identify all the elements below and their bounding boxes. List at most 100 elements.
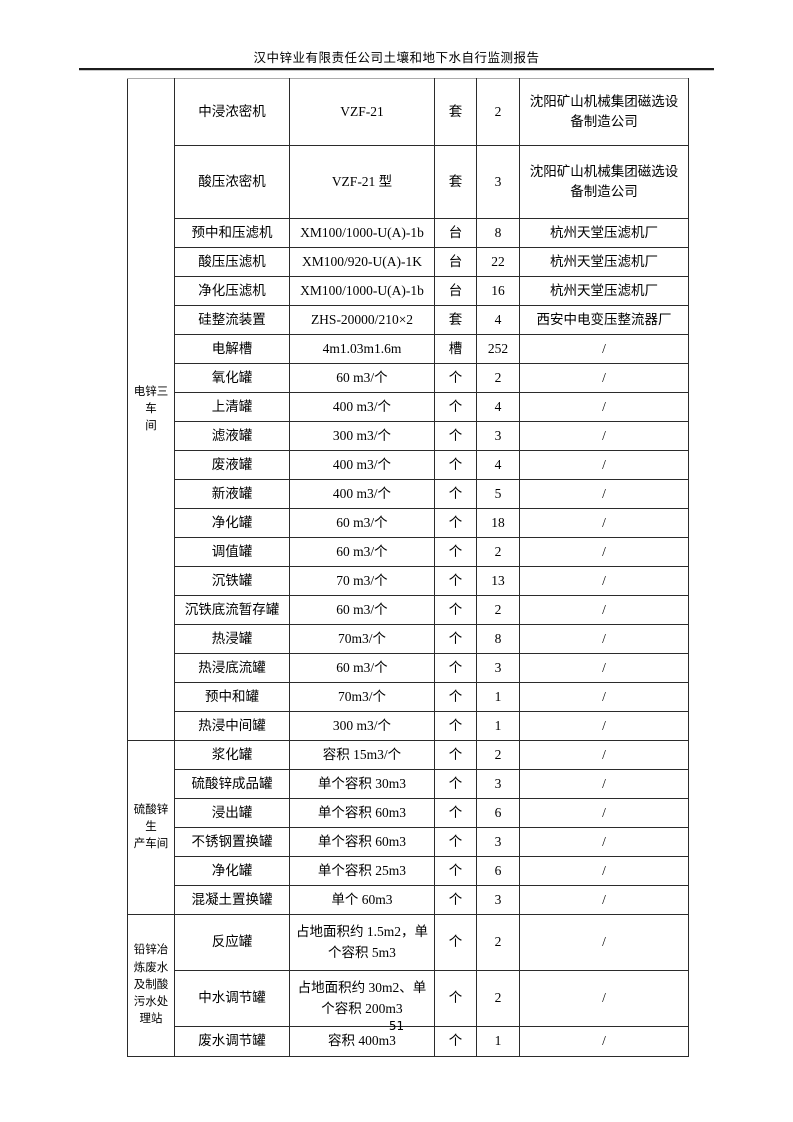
equipment-table-body: 电锌三车间中浸浓密机 VZF-21 套 2 沈阳矿山机械集团磁选设备制造公司 酸压浓密机 V… (127, 78, 689, 1057)
spec-model-cell: 占地面积约 1.5m2，单个容积 5m3 (289, 914, 435, 971)
spec-model-cell: 占地面积约 30m2、单个容积 200m3 (289, 970, 435, 1027)
manufacturer-cell: / (519, 566, 689, 596)
manufacturer-cell: 西安中电变压整流器厂 (519, 305, 689, 335)
spec-model-cell: 60 m3/个 (289, 537, 435, 567)
equipment-name-cell: 酸压浓密机 (174, 145, 290, 219)
quantity-cell: 8 (476, 218, 520, 248)
equipment-name-cell: 电解槽 (174, 334, 290, 364)
spec-model-cell: XM100/920-U(A)-1K (289, 247, 435, 277)
equipment-name-cell: 滤液罐 (174, 421, 290, 451)
quantity-cell: 4 (476, 392, 520, 422)
quantity-cell: 252 (476, 334, 520, 364)
unit-cell: 个 (434, 537, 477, 567)
equipment-name-cell: 热浸底流罐 (174, 653, 290, 683)
equipment-name-cell: 浸出罐 (174, 798, 290, 828)
manufacturer-cell: / (519, 682, 689, 712)
spec-model-cell: 70m3/个 (289, 682, 435, 712)
equipment-row: 硅整流装置 ZHS-20000/210×2 套 4 西安中电变压整流器厂 (128, 305, 689, 335)
equipment-row: 废液罐 400 m3/个个 4/ (128, 450, 689, 480)
equipment-row: 电锌三车间中浸浓密机 VZF-21 套 2 沈阳矿山机械集团磁选设备制造公司 (127, 78, 689, 741)
unit-cell: 套 (434, 145, 477, 219)
equipment-name-cell: 不锈钢置换罐 (174, 827, 290, 857)
manufacturer-cell: / (519, 595, 689, 625)
unit-cell: 个 (434, 798, 477, 828)
equipment-row: 混凝土置换罐 单个 60m3 个 3/ (128, 885, 689, 915)
spec-model-cell: 70m3/个 (289, 624, 435, 654)
equipment-row: 滤液罐 300 m3/个个 3/ (128, 421, 689, 451)
manufacturer-cell: / (519, 479, 689, 509)
quantity-cell: 3 (476, 885, 520, 915)
spec-model-cell: 400 m3/个 (289, 450, 435, 480)
unit-cell: 个 (434, 595, 477, 625)
quantity-cell: 2 (476, 537, 520, 567)
quantity-cell: 2 (476, 914, 520, 971)
equipment-name-cell: 预中和罐 (174, 682, 290, 712)
header-rule (79, 68, 714, 71)
equipment-row: 净化罐 单个容积 25m3 个 6/ (128, 856, 689, 886)
manufacturer-cell: / (519, 856, 689, 886)
workshop-category-cell: 电锌三车间 (127, 78, 175, 741)
equipment-name-cell: 净化罐 (174, 508, 290, 538)
equipment-name-cell: 沉铁罐 (174, 566, 290, 596)
equipment-row: 上清罐 400 m3/个个 4/ (128, 392, 689, 422)
equipment-row: 预中和压滤机 XM100/1000-U(A)-1b 台 8 杭州天堂压滤机厂 (128, 218, 689, 248)
quantity-cell: 2 (476, 363, 520, 393)
manufacturer-cell: / (519, 769, 689, 799)
equipment-row: 净化压滤机 XM100/1000-U(A)-1b 台 16 杭州天堂压滤机厂 (128, 276, 689, 306)
equipment-name-cell: 氧化罐 (174, 363, 290, 393)
manufacturer-cell: / (519, 334, 689, 364)
unit-cell: 个 (434, 566, 477, 596)
spec-model-cell: XM100/1000-U(A)-1b (289, 276, 435, 306)
manufacturer-cell: / (519, 827, 689, 857)
manufacturer-cell: / (519, 392, 689, 422)
quantity-cell: 3 (476, 827, 520, 857)
equipment-name-cell: 预中和压滤机 (174, 218, 290, 248)
equipment-row: 酸压压滤机 XM100/920-U(A)-1K 台 22 杭州天堂压滤机厂 (128, 247, 689, 277)
equipment-name-cell: 上清罐 (174, 392, 290, 422)
quantity-cell: 16 (476, 276, 520, 306)
manufacturer-cell: / (519, 653, 689, 683)
spec-model-cell: VZF-21 (289, 78, 435, 146)
spec-model-cell: 4m1.03m1.6m (289, 334, 435, 364)
unit-cell: 套 (434, 305, 477, 335)
quantity-cell: 13 (476, 566, 520, 596)
equipment-name-cell: 中水调节罐 (174, 970, 290, 1027)
unit-cell: 套 (434, 78, 477, 146)
manufacturer-cell: 杭州天堂压滤机厂 (519, 218, 689, 248)
equipment-table: 电锌三车间中浸浓密机 VZF-21 套 2 沈阳矿山机械集团磁选设备制造公司 酸压浓密机 V… (127, 78, 689, 1057)
equipment-row: 预中和罐 70m3/个个 1/ (128, 682, 689, 712)
unit-cell: 槽 (434, 334, 477, 364)
spec-model-cell: VZF-21 型 (289, 145, 435, 219)
equipment-name-cell: 调值罐 (174, 537, 290, 567)
spec-model-cell: 单个容积 60m3 (289, 798, 435, 828)
unit-cell: 个 (434, 769, 477, 799)
quantity-cell: 2 (476, 740, 520, 770)
spec-model-cell: 300 m3/个 (289, 421, 435, 451)
equipment-name-cell: 废水调节罐 (174, 1026, 290, 1057)
quantity-cell: 8 (476, 624, 520, 654)
quantity-cell: 3 (476, 145, 520, 219)
spec-model-cell: 容积 15m3/个 (289, 740, 435, 770)
unit-cell: 个 (434, 392, 477, 422)
spec-model-cell: ZHS-20000/210×2 (289, 305, 435, 335)
page-number: 51 (388, 1019, 405, 1033)
equipment-row: 铅锌冶 炼废水 及制酸 污水处 理站 反应罐 占地面积约 1.5m2，单个容积 5m3 个 2/ (127, 914, 689, 1057)
spec-model-cell: 300 m3/个 (289, 711, 435, 741)
equipment-name-cell: 浆化罐 (174, 740, 290, 770)
workshop-category-cell: 铅锌冶 炼废水 及制酸 污水处 理站 (127, 914, 175, 1057)
manufacturer-cell: 杭州天堂压滤机厂 (519, 247, 689, 277)
page-header-title: 汉中锌业有限责任公司土壤和地下水自行监测报告 (253, 51, 540, 65)
spec-model-cell: 400 m3/个 (289, 392, 435, 422)
equipment-name-cell: 废液罐 (174, 450, 290, 480)
unit-cell: 个 (434, 1026, 477, 1057)
equipment-name-cell: 新液罐 (174, 479, 290, 509)
unit-cell: 个 (434, 856, 477, 886)
unit-cell: 个 (434, 508, 477, 538)
spec-model-cell: 容积 400m3 (289, 1026, 435, 1057)
equipment-row: 调值罐 60 m3/个个 2/ (128, 537, 689, 567)
unit-cell: 个 (434, 421, 477, 451)
equipment-row: 浸出罐 单个容积 60m3 个 6/ (128, 798, 689, 828)
spec-model-cell: 单个 60m3 (289, 885, 435, 915)
equipment-row: 氧化罐 60 m3/个个 2/ (128, 363, 689, 393)
